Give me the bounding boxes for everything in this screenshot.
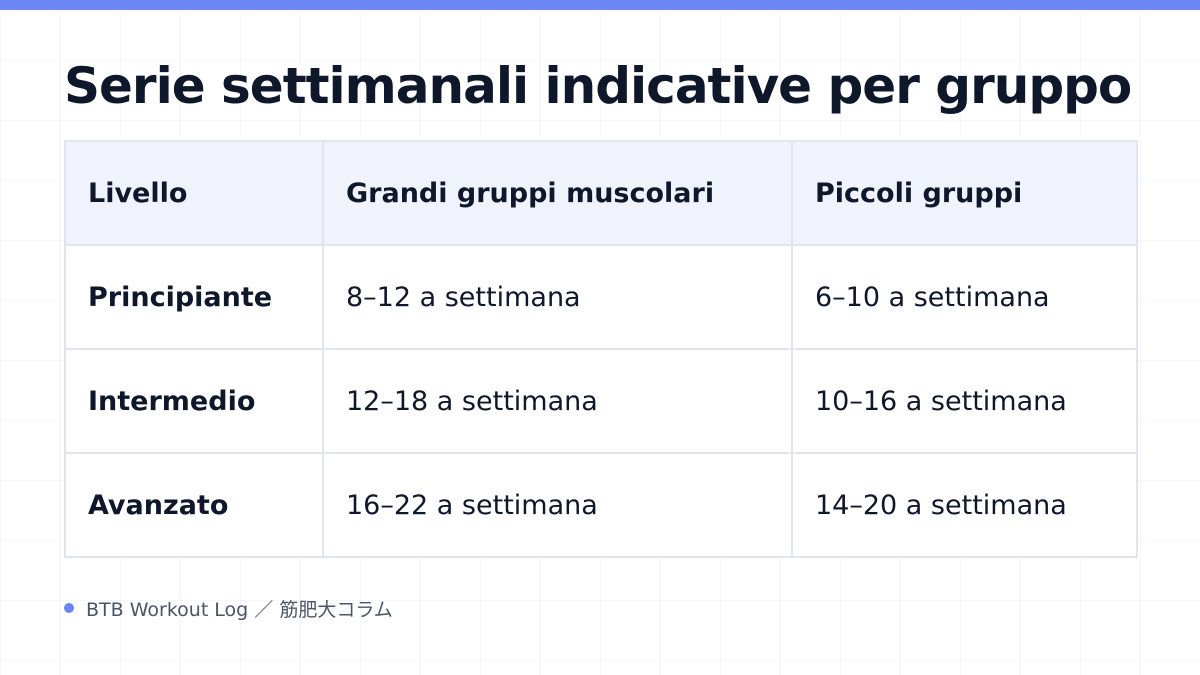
table-cell: 16–22 a settimana [322,452,793,558]
table-row: Avanzato 16–22 a settimana 14–20 a setti… [64,452,1138,558]
table-cell: 10–16 a settimana [791,348,1138,454]
column-header-livello: Livello [64,140,324,246]
row-label: Intermedio [64,348,324,454]
table-row: Intermedio 12–18 a settimana 10–16 a set… [64,348,1138,454]
top-accent-bar [0,0,1200,10]
table-cell: 14–20 a settimana [791,452,1138,558]
table-header-row: Livello Grandi gruppi muscolari Piccoli … [64,140,1138,246]
table-row: Principiante 8–12 a settimana 6–10 a set… [64,244,1138,350]
table-cell: 6–10 a settimana [791,244,1138,350]
sets-table: Livello Grandi gruppi muscolari Piccoli … [64,140,1138,558]
row-label: Avanzato [64,452,324,558]
row-label: Principiante [64,244,324,350]
footer-text: BTB Workout Log ／ 筋肥大コラム [86,598,393,621]
table-cell: 12–18 a settimana [322,348,793,454]
column-header-grandi-gruppi: Grandi gruppi muscolari [322,140,793,246]
dot-icon [64,603,74,613]
column-header-piccoli-gruppi: Piccoli gruppi [791,140,1138,246]
slide-title: Serie settimanali indicative per gruppo [64,57,1132,115]
table-cell: 8–12 a settimana [322,244,793,350]
footer-source: BTB Workout Log ／ 筋肥大コラム [64,594,393,622]
